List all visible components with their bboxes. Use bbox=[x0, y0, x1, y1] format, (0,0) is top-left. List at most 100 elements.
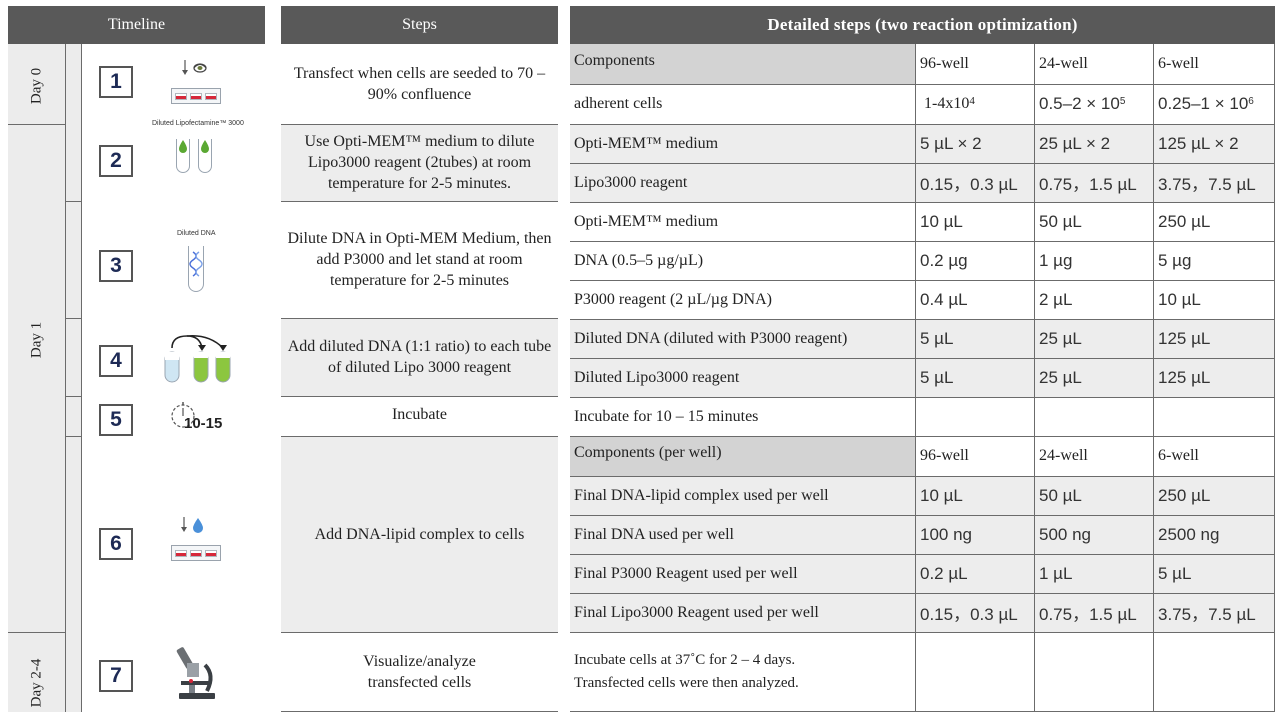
table-cell: Lipo3000 reagent bbox=[574, 173, 688, 191]
timeline-header: Timeline bbox=[8, 6, 265, 44]
table-cell: 25 µL bbox=[1039, 328, 1082, 348]
table-cell: 10 µL bbox=[920, 211, 963, 231]
table-grid-line bbox=[1034, 44, 1035, 712]
table-grid-line bbox=[570, 280, 1275, 281]
table-cell: 10 µL bbox=[1158, 289, 1201, 309]
adherent-24: 0.5–2 × 10 bbox=[1039, 94, 1120, 113]
step-number-3: 3 bbox=[99, 250, 133, 282]
add-complex-icon bbox=[168, 515, 228, 565]
step-number-1: 1 bbox=[99, 66, 133, 98]
table-cell: 250 µL bbox=[1158, 485, 1211, 505]
adherent-96: 1-4x10 bbox=[924, 95, 970, 112]
table-grid-line bbox=[570, 476, 1275, 477]
step-text-7: Visualize/analyze transfected cells bbox=[281, 632, 558, 712]
adherent-24-exp: 5 bbox=[1119, 95, 1126, 107]
microscope-icon bbox=[175, 645, 221, 703]
table-grid-line bbox=[570, 319, 1275, 320]
step-text-2: Use Opti-MEM™ medium to dilute Lipo3000 … bbox=[281, 124, 558, 201]
table-grid-line bbox=[570, 554, 1275, 555]
table-cell: 0.15，0.3 µL bbox=[920, 605, 1018, 624]
well-plate-icon bbox=[171, 545, 221, 561]
step-number-7: 7 bbox=[99, 660, 133, 692]
table-header-row: Components (per well) 96-well 24-well 6-… bbox=[570, 436, 1275, 476]
dna-tube-icon bbox=[187, 246, 207, 296]
adherent-6-exp: 6 bbox=[1248, 95, 1254, 107]
step-text-6: Add DNA-lipid complex to cells bbox=[281, 436, 558, 632]
table-grid-line bbox=[570, 515, 1275, 516]
lipo-tubes-icon bbox=[172, 135, 222, 177]
table-cell: 50 µL bbox=[1039, 211, 1082, 231]
diluted-dna-label: Diluted DNA bbox=[177, 230, 216, 237]
timeline-grid-line bbox=[81, 44, 82, 712]
diluted-lipofectamine-label: Diluted Lipofectamine™ 3000 bbox=[152, 120, 244, 127]
step-text-5: Incubate bbox=[281, 396, 558, 436]
table-row: Final DNA-lipid complex used per well 10… bbox=[570, 476, 1275, 515]
table-cell: 5 µL bbox=[920, 367, 954, 387]
table-cell: 5 µL × 2 bbox=[920, 133, 982, 153]
timeline-divider bbox=[66, 201, 81, 202]
timeline-divider bbox=[8, 632, 65, 633]
step-text-1: Transfect when cells are seeded to 70 – … bbox=[281, 44, 558, 124]
table-cell: adherent cells bbox=[574, 95, 663, 112]
table-cell: 125 µL × 2 bbox=[1158, 133, 1239, 153]
table-grid-line bbox=[1274, 44, 1275, 712]
table-header-cell: 96-well bbox=[916, 436, 1034, 476]
table-cell: 25 µL bbox=[1039, 367, 1082, 387]
step-number-6: 6 bbox=[99, 528, 133, 560]
table-cell: 2500 ng bbox=[1158, 524, 1220, 544]
table-cell: Final Lipo3000 Reagent used per well bbox=[574, 603, 819, 621]
table-header-cell: Components bbox=[574, 52, 655, 69]
table-row: Final DNA used per well 100 ng 500 ng 25… bbox=[570, 515, 1275, 554]
timer-icon: 10-15 bbox=[170, 401, 226, 433]
table-cell: Final DNA-lipid complex used per well bbox=[574, 486, 829, 504]
day-band-0 bbox=[8, 44, 65, 124]
day-label-0: Day 0 bbox=[28, 67, 45, 105]
table-row: Final Lipo3000 Reagent used per well 0.1… bbox=[570, 593, 1275, 632]
day-label-2: Day 2-4 bbox=[28, 658, 45, 708]
table-header-row: Components 96-well 24-well 6-well bbox=[570, 44, 1275, 84]
table-row: Incubate for 10 – 15 minutes bbox=[570, 397, 1275, 436]
table-cell: Opti-MEM™ medium bbox=[574, 212, 719, 230]
table-cell: 0.25–1 × 10 6 bbox=[1154, 84, 1275, 124]
steps-divider bbox=[281, 124, 558, 125]
steps-header: Steps bbox=[281, 6, 558, 44]
table-cell: Incubate cells at 37˚C for 2 – 4 days. T… bbox=[570, 632, 915, 712]
table-header-cell: 6-well bbox=[1154, 436, 1275, 476]
table-grid-line bbox=[570, 632, 1275, 633]
timeline-divider bbox=[66, 396, 81, 397]
table-cell: 0.15，0.3 µL bbox=[920, 175, 1018, 194]
table-cell: 0.5–2 × 10 5 bbox=[1035, 84, 1153, 124]
day-label-1: Day 1 bbox=[28, 321, 45, 359]
table-row: Lipo3000 reagent 0.15，0.3 µL 0.75，1.5 µL… bbox=[570, 163, 1275, 202]
step-text-3: Dilute DNA in Opti-MEM Medium, then add … bbox=[281, 201, 558, 318]
table-cell: Opti-MEM™ medium bbox=[574, 134, 719, 152]
detailed-steps-header: Detailed steps (two reaction optimizatio… bbox=[570, 6, 1275, 44]
table-grid-line bbox=[570, 593, 1275, 594]
table-cell: 1-4x10 4 bbox=[916, 84, 1034, 124]
table-row: DNA (0.5–5 µg/µL) 0.2 µg 1 µg 5 µg bbox=[570, 241, 1275, 280]
table-cell: 0.75，1.5 µL bbox=[1039, 605, 1137, 624]
table-row: Diluted DNA (diluted with P3000 reagent)… bbox=[570, 319, 1275, 358]
steps-divider bbox=[281, 396, 558, 397]
steps-divider bbox=[281, 711, 558, 712]
table-header-cell: Components (per well) bbox=[574, 444, 722, 461]
table-cell: Diluted DNA (diluted with P3000 reagent) bbox=[574, 329, 848, 347]
table-grid-line bbox=[570, 241, 1275, 242]
table-row: Incubate cells at 37˚C for 2 – 4 days. T… bbox=[570, 632, 1275, 712]
table-cell: 25 µL × 2 bbox=[1039, 133, 1111, 153]
table-grid-line bbox=[915, 44, 916, 712]
table-cell: 100 ng bbox=[920, 524, 972, 544]
table-cell: DNA (0.5–5 µg/µL) bbox=[574, 251, 704, 269]
table-cell: 125 µL bbox=[1158, 367, 1211, 387]
timeline-divider bbox=[66, 436, 81, 437]
table-row: Opti-MEM™ medium 10 µL 50 µL 250 µL bbox=[570, 202, 1275, 241]
timeline-divider bbox=[66, 318, 81, 319]
table-cell: 10 µL bbox=[920, 485, 963, 505]
table-grid-line bbox=[570, 84, 1275, 85]
table-cell: Incubate for 10 – 15 minutes bbox=[574, 407, 759, 425]
table-cell: 5 µL bbox=[920, 328, 954, 348]
table-cell: 0.2 µL bbox=[920, 563, 968, 583]
table-grid-line bbox=[570, 397, 1275, 398]
final-note-line-2: Transfected cells were then analyzed. bbox=[574, 675, 799, 691]
timer-label: 10-15 bbox=[184, 415, 223, 432]
